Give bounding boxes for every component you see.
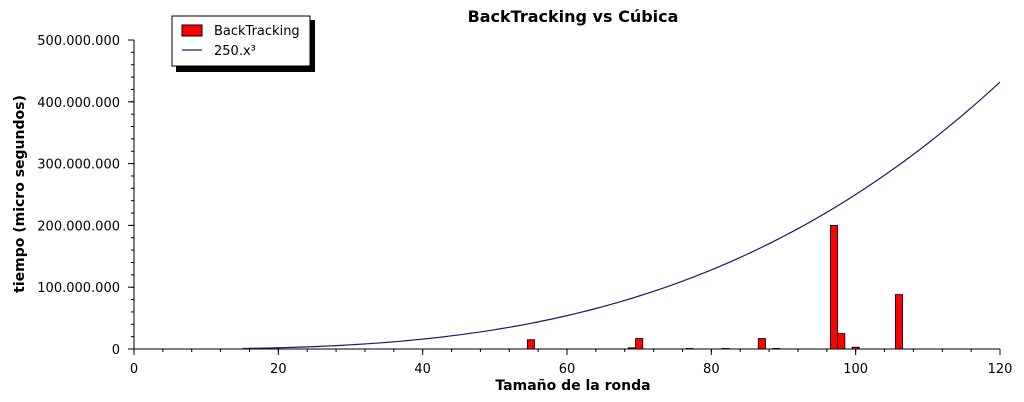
x-tick-label: 60 [559, 362, 576, 377]
legend-label-cubic: 250.x³ [214, 44, 256, 59]
bar-backtracking [851, 346, 860, 350]
y-tick-label: 400.000.000 [37, 96, 120, 111]
bar-backtracking [526, 339, 535, 350]
bar-backtracking [837, 333, 846, 350]
chart-title: BackTracking vs Cúbica [468, 7, 679, 26]
plot-area: 0 100.000.000 200.000.000 300.000.000 400.00… [37, 34, 1012, 377]
y-tick-label: 200.000.000 [37, 219, 120, 234]
bar-backtracking [685, 348, 694, 350]
y-tick-label: 0 [112, 343, 120, 358]
y-tick-label: 500.000.000 [37, 34, 120, 49]
x-tick-label: 0 [130, 362, 138, 377]
y-axis-label: tiempo (micro segundos) [12, 95, 28, 293]
x-tick-label: 100 [843, 362, 868, 377]
legend-label-backtracking: BackTracking [214, 24, 300, 39]
x-tick-label: 40 [414, 362, 431, 377]
legend-swatch-backtracking [181, 24, 203, 37]
line-cubic [242, 81, 1001, 350]
bar-backtracking [635, 338, 644, 350]
bar-backtracking [894, 294, 903, 350]
y-tick-label: 300.000.000 [37, 158, 120, 173]
bar-backtracking [757, 338, 766, 350]
x-tick-label: 120 [988, 362, 1013, 377]
x-axis-label: Tamaño de la ronda [495, 378, 650, 394]
bar-backtracking [830, 224, 839, 350]
x-tick-label: 20 [270, 362, 287, 377]
x-tick-label: 80 [703, 362, 720, 377]
y-tick-label: 100.000.000 [37, 281, 120, 296]
bar-backtracking [772, 347, 781, 350]
bar-backtracking [627, 347, 636, 350]
legend: BackTracking 250.x³ [171, 15, 315, 72]
bar-backtracking [721, 348, 730, 350]
legend-box [171, 15, 311, 67]
